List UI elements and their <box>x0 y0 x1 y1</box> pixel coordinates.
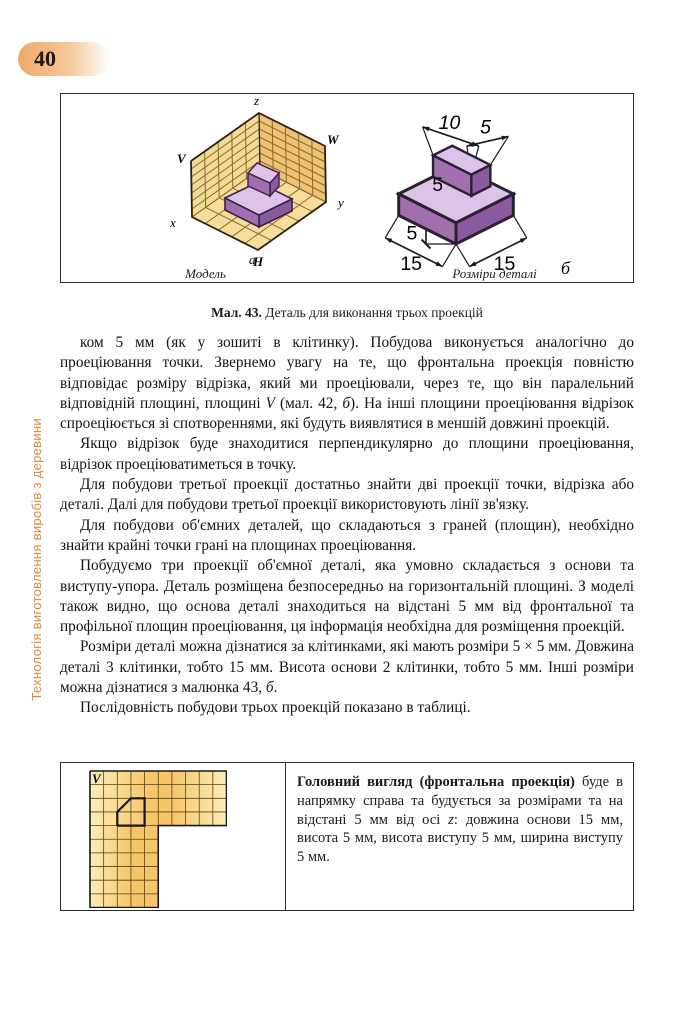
svg-text:y: y <box>336 195 344 210</box>
svg-text:V: V <box>177 151 187 166</box>
svg-text:5: 5 <box>480 117 491 139</box>
svg-text:x: x <box>169 215 176 230</box>
svg-text:10: 10 <box>439 112 461 134</box>
svg-text:V: V <box>92 771 102 786</box>
svg-text:5: 5 <box>432 174 443 196</box>
svg-text:W: W <box>327 132 340 147</box>
svg-text:5: 5 <box>407 222 418 244</box>
svg-text:z: z <box>253 93 259 108</box>
